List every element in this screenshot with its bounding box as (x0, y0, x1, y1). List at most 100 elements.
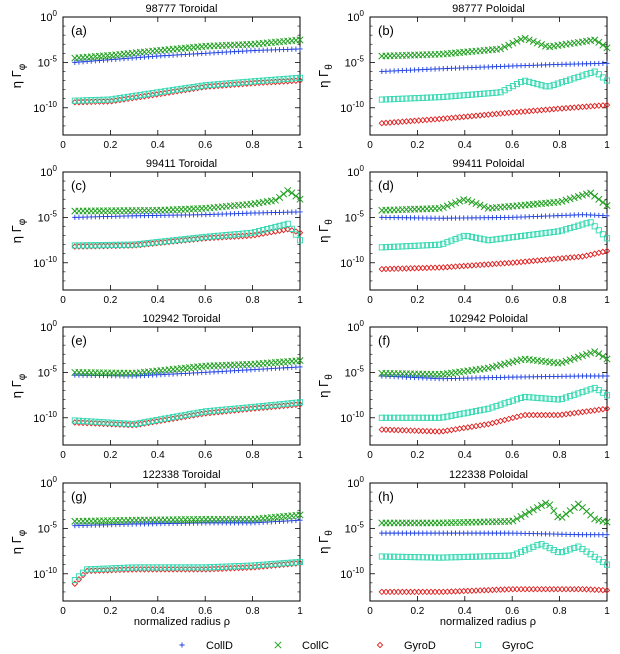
panel-label: (d) (378, 178, 394, 193)
data-point (280, 76, 287, 83)
data-point (157, 564, 164, 571)
data-point (452, 411, 459, 419)
y-axis-label-subscript: φ (17, 373, 28, 380)
data-point (165, 87, 173, 94)
data-point (247, 404, 254, 411)
data-point (251, 403, 259, 410)
data-point (530, 231, 537, 238)
data-point (137, 240, 144, 247)
y-tick-base: 10 (38, 523, 50, 535)
y-tick-label: 10-5 (38, 54, 58, 69)
data-point (472, 408, 480, 415)
data-point (501, 360, 509, 368)
data-point (538, 82, 545, 89)
data-point (542, 229, 549, 237)
data-point (517, 233, 525, 240)
y-tick-base: 10 (347, 478, 359, 490)
series-GyroC (71, 220, 304, 249)
x-tick-label: 0.2 (410, 295, 424, 306)
data-point (403, 553, 410, 561)
data-point (268, 224, 275, 232)
data-point (378, 553, 385, 560)
data-point (108, 96, 115, 103)
data-point (481, 236, 488, 243)
data-point (484, 364, 492, 372)
x-tick-label: 0.8 (246, 295, 260, 306)
data-point (554, 549, 561, 556)
data-point (411, 95, 418, 102)
data-point (215, 232, 222, 239)
x-tick-label: 0.4 (151, 606, 165, 617)
data-point (550, 547, 557, 554)
panel-title: 99411 Poloidal (453, 158, 525, 170)
panel-label: (g) (71, 489, 87, 504)
data-point (161, 238, 168, 245)
data-point (247, 229, 254, 237)
legend-item-GyroC: GyroC (474, 640, 534, 652)
data-point (182, 411, 189, 419)
data-point (546, 501, 554, 509)
data-point (571, 391, 578, 398)
data-point (231, 563, 238, 570)
x-tick-label: 0.2 (103, 140, 117, 151)
data-point (276, 76, 283, 83)
data-point (395, 414, 402, 421)
x-tick-label: 0.4 (458, 606, 472, 617)
data-point (477, 553, 484, 560)
data-point (583, 71, 590, 78)
data-point (460, 553, 467, 561)
data-point (239, 404, 246, 412)
y-axis-label-symbol: η Γ (9, 536, 24, 554)
data-point (219, 563, 226, 570)
data-point (403, 427, 410, 434)
data-point (382, 553, 389, 560)
data-point (141, 240, 148, 247)
data-point (513, 515, 521, 523)
data-point (492, 362, 501, 370)
data-point (378, 414, 385, 421)
x-tick-label: 0.6 (198, 295, 212, 306)
data-point (432, 554, 439, 561)
data-point (407, 95, 414, 102)
data-point (509, 552, 516, 559)
data-point (570, 503, 578, 511)
data-point (296, 237, 304, 244)
data-point (591, 348, 599, 356)
x-tick-label: 0.8 (246, 140, 260, 151)
series-CollD (379, 60, 610, 75)
data-point (112, 95, 119, 102)
data-point (271, 196, 279, 204)
data-point (603, 518, 611, 526)
data-point (554, 396, 561, 403)
panel-title: 99411 Toroidal (146, 158, 217, 170)
y-tick-label: 100 (40, 9, 57, 24)
x-tick-label: 0.4 (458, 450, 472, 461)
y-tick-base: 10 (33, 258, 45, 270)
series-GyroD (71, 77, 304, 106)
data-point (440, 414, 447, 421)
y-axis-label-symbol: η Γ (316, 225, 331, 243)
data-point (194, 409, 201, 416)
y-tick-label: 10-10 (33, 100, 57, 115)
data-point (153, 89, 160, 96)
data-point (190, 235, 197, 242)
y-tick-label: 10-10 (340, 410, 364, 425)
panel-title: 98777 Toroidal (146, 3, 218, 15)
data-point (288, 225, 295, 232)
data-point (574, 353, 582, 361)
y-tick-exponent: 0 (53, 475, 58, 484)
y-tick-label: 10-10 (340, 100, 364, 115)
data-point (391, 96, 398, 103)
data-point (513, 233, 520, 240)
data-point (386, 414, 394, 421)
data-point (297, 364, 303, 370)
series-CollC (71, 511, 304, 525)
data-point (394, 426, 402, 434)
series-CollC (378, 189, 611, 214)
data-point (604, 532, 610, 538)
legend-marker (376, 641, 384, 649)
data-point (517, 394, 525, 401)
x-tick-label: 0.2 (103, 295, 117, 306)
